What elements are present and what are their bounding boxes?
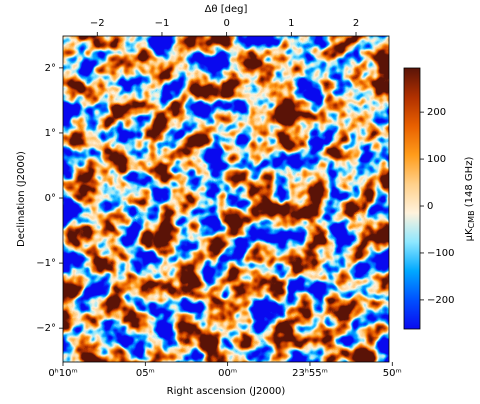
sky-map: [63, 36, 389, 362]
colorbar-tick-label: −100: [427, 248, 454, 259]
colorbar-tick-label: −200: [427, 295, 454, 306]
x2-tick-label: −2: [90, 18, 105, 29]
unit-sub: CMB: [467, 210, 476, 228]
y-tick-label: −1°: [36, 258, 56, 269]
x2-tick-label: 2: [353, 18, 359, 29]
colorbar: [403, 67, 421, 330]
x-tick-label: 50ᵐ: [383, 368, 402, 379]
colorbar-tick-label: 200: [427, 107, 446, 118]
x2-tick-label: 0: [223, 18, 229, 29]
x-tick-label: 23ʰ55ᵐ: [292, 368, 328, 379]
y-tick-label: 1°: [45, 128, 56, 139]
x2-tick-label: −1: [155, 18, 170, 29]
top-axis-label: Δθ [deg]: [205, 4, 248, 15]
y-tick-label: −2°: [36, 323, 56, 334]
x-tick-label: 0ʰ10ᵐ: [48, 368, 77, 379]
colorbar-label: μKCMB (148 GHz): [464, 157, 476, 242]
y-tick-label: 0°: [45, 193, 56, 204]
x-tick-label: 05ᵐ: [136, 368, 155, 379]
map-frame: [62, 35, 390, 363]
colorbar-tick-label: 100: [427, 154, 446, 165]
y-tick-label: 2°: [45, 63, 56, 74]
y-axis-label: Declination (J2000): [16, 151, 27, 247]
x-axis-label: Right ascension (J2000): [167, 386, 286, 397]
x-tick-label: 00ᵐ: [218, 368, 237, 379]
colorbar-tick-label: 0: [427, 201, 433, 212]
x2-tick-label: 1: [288, 18, 294, 29]
unit: μK: [464, 228, 475, 241]
unit-rest: (148 GHz): [464, 157, 475, 211]
